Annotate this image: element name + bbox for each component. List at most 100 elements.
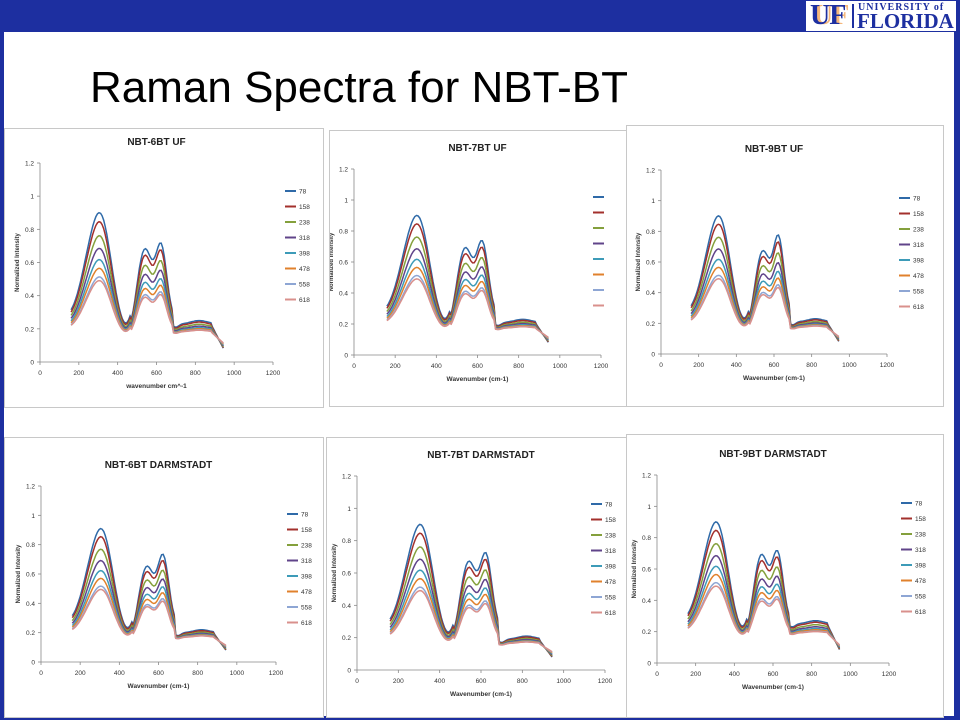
chart-panel-1: NBT-6BT UF 0 0.2 0.4 0.6 0.8 1 1.2 0 200 400 600 800… [4, 128, 324, 408]
x-tick-label: 600 [476, 678, 487, 685]
x-tick-label: 800 [806, 671, 817, 678]
y-tick-label: 1.2 [26, 484, 35, 491]
x-tick-label: 400 [729, 671, 740, 678]
x-tick-label: 200 [390, 363, 401, 370]
y-tick-label: 1 [347, 506, 351, 513]
y-tick-label: 0.4 [642, 598, 651, 605]
y-tick-label: 0.6 [342, 571, 351, 578]
spectrum-line-5 [687, 565, 841, 648]
legend-label: 618 [915, 609, 926, 616]
legend-label: 478 [299, 266, 310, 273]
legend-label: 558 [301, 605, 312, 612]
y-tick-label: 0.2 [642, 629, 651, 636]
spectrum-line-2 [389, 532, 553, 657]
x-tick-label: 600 [769, 362, 780, 369]
y-axis-label: Normalized Intensity [16, 544, 22, 603]
x-tick-label: 0 [39, 670, 43, 677]
x-tick-label: 400 [112, 370, 123, 377]
spectrum-line-1 [70, 211, 224, 349]
spectrum-line-3 [71, 548, 227, 650]
x-axis-label: Wavenumber (cm-1) [128, 683, 190, 690]
chart-panel-4: NBT-6BT DARMSTADT 0 0.2 0.4 0.6 0.8 1 1.2 0 200 40… [4, 437, 324, 718]
legend-label: 558 [915, 594, 926, 601]
legend-label: 238 [301, 543, 312, 550]
y-tick-label: 0.2 [342, 635, 351, 642]
page-title: Raman Spectra for NBT-BT [90, 63, 628, 112]
spectrum-line-8 [687, 585, 841, 646]
x-tick-label: 1200 [269, 670, 284, 677]
x-tick-label: 400 [114, 670, 125, 677]
chart-svg-3: NBT-9BT UF 0 0.2 0.4 0.6 0.8 1 1.2 0 200 400 600 800… [636, 144, 924, 382]
legend-label: 158 [915, 516, 926, 523]
spectrum-line-3 [690, 236, 840, 341]
y-tick-label: 0 [647, 661, 651, 668]
x-tick-label: 1200 [880, 362, 895, 369]
y-axis-label: Normalized Intensity [632, 539, 638, 598]
legend-label: 558 [605, 595, 616, 602]
legend-label: 398 [913, 258, 924, 265]
y-axis-label: Normalized Intensity [330, 232, 335, 291]
y-tick-label: 1 [651, 198, 655, 205]
legend-label: 478 [605, 579, 616, 586]
legend-label: 158 [301, 527, 312, 534]
y-tick-label: 0.8 [646, 229, 655, 236]
spectrum-line-1 [690, 215, 840, 342]
y-axis-label: Normalized Intensity [636, 232, 642, 291]
legend-label: 318 [301, 558, 312, 565]
spectrum-line-7 [386, 274, 549, 339]
spectrum-line-3 [687, 542, 841, 649]
y-tick-label: 1 [344, 198, 348, 205]
legend-label: 78 [299, 189, 307, 196]
y-tick-label: 0 [30, 360, 34, 367]
spectrum-line-1 [71, 527, 227, 651]
chart-svg-5: NBT-7BT DARMSTADT 0 0.2 0.4 0.6 0.8 1 1.2 0 200 40… [332, 450, 616, 698]
spectrum-line-4 [71, 559, 227, 649]
spectrum-line-8 [70, 279, 224, 344]
spectrum-line-4 [70, 247, 224, 347]
x-tick-label: 1000 [230, 670, 245, 677]
y-tick-label: 0.4 [25, 293, 34, 300]
x-tick-label: 600 [151, 370, 162, 377]
legend-label: 78 [605, 502, 613, 509]
spectrum-line-3 [70, 234, 224, 348]
x-tick-label: 0 [355, 678, 359, 685]
y-tick-label: 0.6 [26, 572, 35, 579]
legend-label: 398 [301, 574, 312, 581]
chart-panel-5: NBT-7BT DARMSTADT 0 0.2 0.4 0.6 0.8 1 1.2 0 200 40… [326, 437, 628, 718]
spectrum-line-8 [71, 588, 227, 646]
spectrum-line-8 [389, 589, 553, 653]
chart-title: NBT-6BT UF [127, 137, 185, 148]
chart-svg-2: NBT-7BT UF 0 0.2 0.4 0.6 0.8 1 1.2 0 200 400 600 800… [330, 143, 609, 383]
x-tick-label: 800 [192, 670, 203, 677]
legend-label: 478 [915, 578, 926, 585]
spectrum-line-5 [690, 258, 840, 339]
spectrum-line-8 [386, 278, 549, 338]
x-tick-label: 600 [153, 670, 164, 677]
legend-label: 78 [913, 196, 921, 203]
x-tick-label: 0 [38, 370, 42, 377]
x-tick-label: 0 [659, 362, 663, 369]
x-tick-label: 200 [73, 370, 84, 377]
y-tick-label: 0.2 [646, 321, 655, 328]
spectrum-line-2 [386, 223, 549, 343]
chart-svg-4: NBT-6BT DARMSTADT 0 0.2 0.4 0.6 0.8 1 1.2 0 200 40… [16, 460, 312, 690]
y-tick-label: 1 [647, 504, 651, 511]
spectrum-line-7 [690, 274, 840, 338]
legend-label: 398 [605, 564, 616, 571]
y-tick-label: 1.2 [25, 161, 34, 168]
x-axis-label: wavenumber cm^-1 [125, 382, 187, 390]
x-tick-label: 600 [472, 363, 483, 370]
chart-panel-2: NBT-7BT UF 0 0.2 0.4 0.6 0.8 1 1.2 0 200 400 600 800… [329, 130, 630, 407]
spectrum-line-2 [687, 529, 841, 650]
x-tick-label: 1200 [266, 370, 281, 377]
y-tick-label: 1.2 [339, 167, 348, 174]
legend-label: 318 [913, 242, 924, 249]
legend-label: 398 [915, 563, 926, 570]
spectrum-line-4 [389, 558, 553, 656]
legend-label: 478 [301, 589, 312, 596]
x-tick-label: 0 [655, 671, 659, 678]
chart-title: NBT-7BT DARMSTADT [427, 450, 535, 461]
legend-label: 318 [299, 235, 310, 242]
x-axis-label: Wavenumber (cm-1) [742, 684, 804, 691]
chart-title: NBT-9BT UF [745, 144, 803, 155]
